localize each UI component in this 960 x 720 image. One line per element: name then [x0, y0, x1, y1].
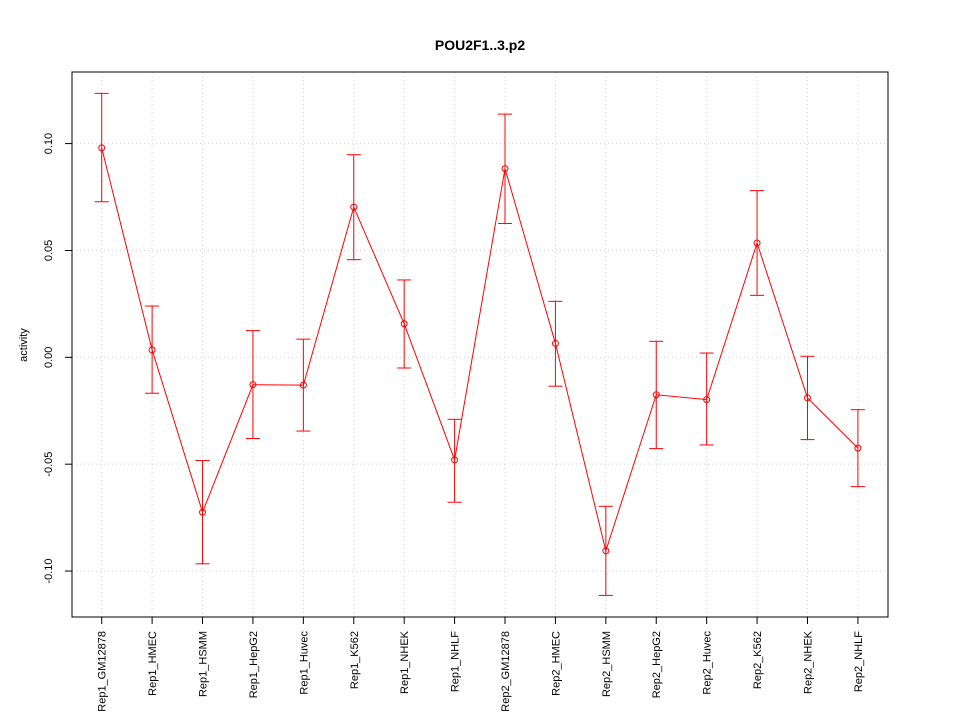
data-point: [652, 391, 660, 399]
y-tick-label: -0.10: [43, 559, 55, 584]
x-tick-label: Rep2_NHLF: [853, 631, 865, 692]
series-line: [101, 147, 859, 553]
chart-title: POU2F1..3.p2: [435, 37, 525, 53]
data-point: [400, 320, 408, 328]
x-tick-label: Rep2_HepG2: [651, 631, 663, 698]
plot-frame: [71, 71, 889, 618]
x-tick-label: Rep1_HSMM: [198, 631, 210, 697]
y-axis-label: activity: [18, 328, 30, 362]
data-point: [98, 144, 106, 152]
y-tick-label: 0.05: [43, 240, 55, 261]
data-point: [854, 444, 862, 452]
x-tick-label: Rep2_NHEK: [802, 630, 814, 694]
y-tick-label: -0.05: [43, 452, 55, 477]
data-point: [551, 339, 559, 347]
x-tick-label: Rep2_Huvec: [702, 631, 714, 695]
x-tick-label: Rep2_HMEC: [550, 631, 562, 696]
data-point: [501, 165, 509, 173]
x-tick-label: Rep1_NHLF: [450, 631, 462, 692]
x-tick-label: Rep1_GM12878: [97, 631, 109, 712]
data-point: [299, 381, 307, 389]
data-point: [753, 239, 761, 247]
grid-lines: [72, 72, 888, 617]
data-point: [350, 203, 358, 211]
y-tick-label: 0.10: [43, 133, 55, 154]
data-point: [703, 396, 711, 404]
data-point: [803, 394, 811, 402]
x-tick-label: Rep2_K562: [752, 631, 764, 689]
data-point: [602, 547, 610, 555]
series: [94, 92, 865, 596]
data-point: [249, 381, 257, 389]
x-tick-label: Rep1_K562: [349, 631, 361, 689]
x-tick-label: Rep1_Huvec: [298, 631, 310, 695]
x-tick-label: Rep1_NHEK: [399, 630, 411, 694]
axes: -0.10 -0.05 0.00 0.05 0.10 Rep1_GM12878 Rep1_H…: [43, 133, 865, 712]
data-point: [451, 456, 459, 464]
x-tick-label: Rep1_HMEC: [147, 631, 159, 696]
x-tick-label: Rep2_GM12878: [500, 631, 512, 712]
x-tick-label: Rep1_HepG2: [248, 631, 260, 698]
x-tick-label: Rep2_HSMM: [601, 631, 613, 697]
data-point: [199, 508, 207, 516]
y-tick-label: 0.00: [43, 347, 55, 368]
data-point: [148, 346, 156, 354]
